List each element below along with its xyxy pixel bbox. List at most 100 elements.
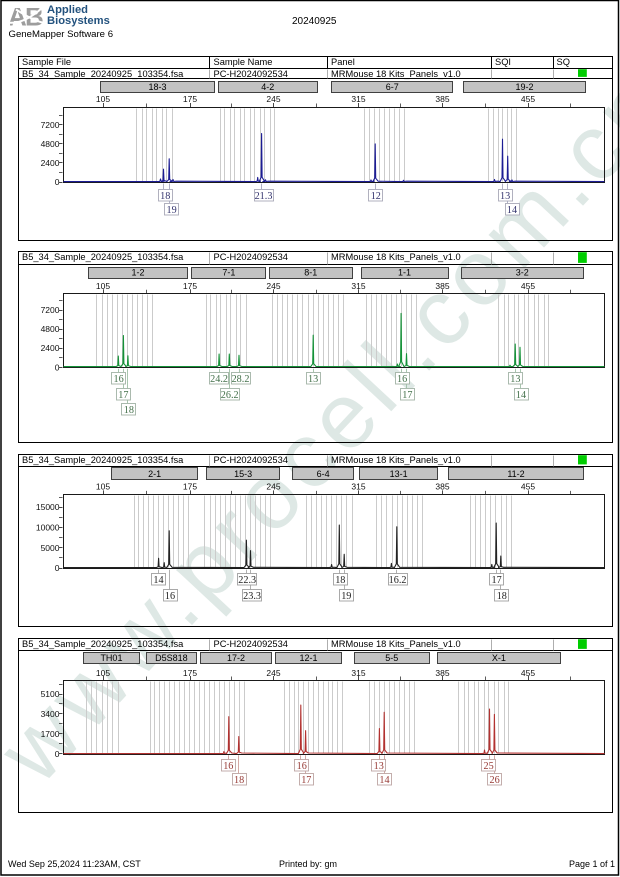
svg-text:17-2: 17-2 [227, 653, 245, 663]
svg-text:8-1: 8-1 [304, 267, 317, 277]
svg-text:5100: 5100 [41, 689, 60, 699]
svg-text:105: 105 [96, 668, 110, 678]
svg-text:21.3: 21.3 [255, 191, 273, 202]
svg-text:7200: 7200 [41, 305, 60, 315]
svg-text:B5_34_Sample_20240925_103354.f: B5_34_Sample_20240925_103354.fsa [22, 455, 184, 465]
svg-text:16.2: 16.2 [389, 575, 407, 586]
svg-text:14: 14 [153, 575, 163, 586]
svg-text:18: 18 [124, 405, 134, 416]
svg-text:PC-H2024092534: PC-H2024092534 [214, 639, 288, 649]
svg-text:13: 13 [308, 374, 318, 385]
svg-text:17: 17 [118, 390, 128, 401]
svg-text:1700: 1700 [41, 729, 60, 739]
svg-text:105: 105 [96, 94, 110, 104]
svg-text:28.2: 28.2 [232, 374, 250, 385]
svg-text:13-1: 13-1 [390, 469, 408, 479]
svg-text:13: 13 [510, 374, 520, 385]
svg-text:455: 455 [521, 281, 535, 291]
svg-text:24.2: 24.2 [210, 374, 228, 385]
svg-text:18: 18 [335, 575, 345, 586]
svg-text:6-7: 6-7 [386, 82, 399, 92]
svg-text:Panel: Panel [331, 57, 355, 67]
svg-text:1-2: 1-2 [131, 267, 144, 277]
svg-text:22.3: 22.3 [238, 575, 256, 586]
svg-text:16: 16 [165, 591, 175, 602]
svg-text:www.procell.com.cn: www.procell.com.cn [0, 51, 620, 803]
svg-text:12: 12 [371, 191, 381, 202]
svg-text:3-2: 3-2 [516, 267, 529, 277]
svg-text:16: 16 [114, 374, 124, 385]
svg-text:0: 0 [55, 362, 60, 372]
svg-text:455: 455 [521, 94, 535, 104]
svg-text:TH01: TH01 [100, 653, 122, 663]
svg-text:MRMouse 18 Kits_Panels_v1.0: MRMouse 18 Kits_Panels_v1.0 [331, 69, 461, 79]
svg-text:175: 175 [183, 281, 197, 291]
svg-text:D5S818: D5S818 [155, 653, 188, 663]
svg-text:4800: 4800 [41, 139, 60, 149]
svg-text:245: 245 [266, 281, 280, 291]
svg-text:14: 14 [507, 205, 517, 216]
svg-text:2-1: 2-1 [148, 469, 161, 479]
svg-text:B5_34_Sample_20240925_103354.f: B5_34_Sample_20240925_103354.fsa [22, 252, 184, 262]
svg-text:7200: 7200 [41, 120, 60, 130]
svg-text:1-1: 1-1 [398, 267, 411, 277]
svg-text:245: 245 [266, 482, 280, 492]
svg-text:PC-H2024092534: PC-H2024092534 [214, 69, 288, 79]
svg-text:0: 0 [55, 177, 60, 187]
svg-text:245: 245 [266, 668, 280, 678]
svg-text:14: 14 [379, 775, 389, 786]
svg-text:2400: 2400 [41, 343, 60, 353]
svg-text:MRMouse 18 Kits_Panels_v1.0: MRMouse 18 Kits_Panels_v1.0 [331, 455, 461, 465]
svg-text:385: 385 [435, 94, 449, 104]
svg-text:25: 25 [484, 761, 494, 772]
svg-text:315: 315 [351, 94, 365, 104]
svg-text:26: 26 [490, 775, 500, 786]
svg-text:0: 0 [55, 563, 60, 573]
svg-text:175: 175 [183, 94, 197, 104]
svg-text:18: 18 [160, 191, 170, 202]
svg-text:PC-H2024092534: PC-H2024092534 [214, 252, 288, 262]
svg-text:16: 16 [297, 761, 307, 772]
svg-text:19: 19 [341, 591, 351, 602]
svg-text:X-1: X-1 [492, 653, 506, 663]
svg-text:385: 385 [435, 281, 449, 291]
svg-text:Sample Name: Sample Name [214, 57, 273, 67]
svg-text:17: 17 [402, 390, 412, 401]
svg-text:13: 13 [500, 191, 510, 202]
svg-text:455: 455 [521, 668, 535, 678]
svg-text:175: 175 [183, 668, 197, 678]
svg-text:18-3: 18-3 [148, 82, 166, 92]
svg-text:26.2: 26.2 [221, 390, 239, 401]
svg-text:6-4: 6-4 [317, 469, 330, 479]
svg-text:17: 17 [301, 775, 311, 786]
svg-text:B5_34_Sample_20240925_103354.f: B5_34_Sample_20240925_103354.fsa [22, 639, 184, 649]
svg-text:7-1: 7-1 [222, 267, 235, 277]
svg-text:2400: 2400 [41, 158, 60, 168]
svg-text:3400: 3400 [41, 709, 60, 719]
svg-text:18: 18 [497, 591, 507, 602]
svg-text:0: 0 [55, 749, 60, 759]
svg-text:385: 385 [435, 482, 449, 492]
svg-text:18: 18 [234, 775, 244, 786]
svg-text:16: 16 [397, 374, 407, 385]
svg-text:MRMouse 18 Kits_Panels_v1.0: MRMouse 18 Kits_Panels_v1.0 [331, 252, 461, 262]
svg-text:11-2: 11-2 [507, 469, 524, 479]
svg-text:10000: 10000 [36, 523, 60, 533]
svg-text:4800: 4800 [41, 324, 60, 334]
svg-text:315: 315 [351, 281, 365, 291]
svg-text:105: 105 [96, 482, 110, 492]
svg-text:455: 455 [521, 482, 535, 492]
svg-text:19-2: 19-2 [516, 82, 534, 92]
svg-text:315: 315 [351, 668, 365, 678]
svg-text:Sample File: Sample File [22, 57, 71, 67]
svg-text:19: 19 [167, 205, 177, 216]
svg-text:175: 175 [183, 482, 197, 492]
svg-text:12-1: 12-1 [300, 653, 318, 663]
svg-text:16: 16 [223, 761, 233, 772]
svg-text:5-5: 5-5 [385, 653, 398, 663]
svg-text:5000: 5000 [41, 543, 60, 553]
svg-text:15000: 15000 [36, 502, 60, 512]
svg-text:17: 17 [492, 575, 502, 586]
svg-text:MRMouse 18 Kits_Panels_v1.0: MRMouse 18 Kits_Panels_v1.0 [331, 639, 461, 649]
svg-text:PC-H2024092534: PC-H2024092534 [214, 455, 288, 465]
